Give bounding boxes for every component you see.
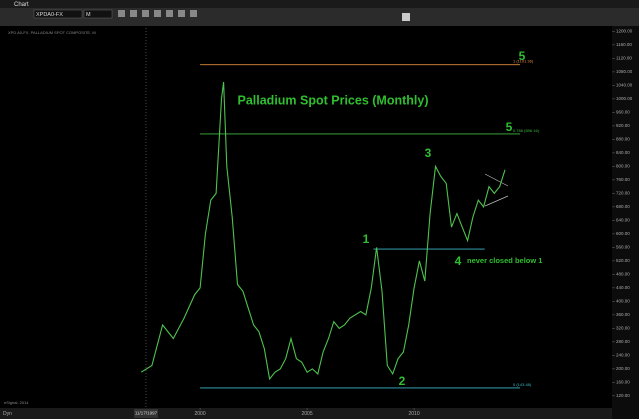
y-tick-label: 1040.00 (616, 83, 633, 88)
price-line (140, 81, 506, 381)
y-tick-label: 320.00 (616, 326, 630, 331)
y-tick-label: 840.00 (616, 150, 630, 155)
wave-label: 5 (519, 49, 526, 63)
y-tick-label: 1120.00 (616, 56, 632, 61)
chart-subtitle: XPD A0-FX, PALLADIUM SPOT COMPOSITE, M (8, 30, 96, 35)
window-title: Chart (14, 2, 29, 8)
symbol-input[interactable] (33, 9, 83, 19)
x-tick-label: 2005 (302, 411, 313, 417)
wave-label: 5 (506, 120, 513, 134)
y-tick-label: 560.00 (616, 245, 630, 250)
watermark: eSignal, 2014 (4, 400, 29, 405)
y-tick-label: 160.00 (616, 380, 630, 385)
wave-label: 3 (425, 146, 432, 160)
y-tick-label: 520.00 (616, 258, 630, 263)
y-tick-label: 440.00 (616, 285, 630, 290)
y-tick-label: 880.00 (616, 137, 630, 142)
y-tick-label: 400.00 (616, 299, 630, 304)
start-date: 11/17/1997 (135, 411, 158, 416)
annotation: never closed below 1 (467, 256, 542, 265)
y-tick-label: 720.00 (616, 191, 630, 196)
wave-label: 1 (363, 232, 370, 246)
y-tick-label: 200.00 (616, 366, 630, 371)
y-tick-label: 1080.00 (616, 69, 633, 74)
y-tick-label: 240.00 (616, 353, 630, 358)
y-tick-label: 280.00 (616, 339, 630, 344)
y-tick-label: 360.00 (616, 312, 630, 317)
wave-label: 4 (455, 254, 462, 268)
y-tick-label: 960.00 (616, 110, 630, 115)
toolbar-icons[interactable] (118, 10, 410, 21)
y-tick-label: 800.00 (616, 164, 630, 169)
y-tick-label: 1160.00 (616, 42, 632, 47)
price-axis-panel (612, 26, 639, 419)
time-axis-panel (0, 408, 612, 419)
title-bar (0, 0, 639, 8)
y-tick-label: 680.00 (616, 204, 630, 209)
y-tick-label: 1000.00 (616, 96, 633, 101)
y-tick-label: 480.00 (616, 272, 630, 277)
date-box (134, 409, 158, 418)
x-tick-label: 2010 (409, 411, 420, 417)
wave-label: 2 (399, 374, 406, 388)
symbol: XPDA0-FX (36, 12, 63, 18)
y-tick-label: 120.00 (616, 393, 630, 398)
plot-area (0, 26, 612, 408)
y-tick-label: 760.00 (616, 177, 630, 182)
interval: M (86, 12, 91, 18)
fib-level-label: 0.786 (896.16) (513, 128, 540, 133)
chart-title: Palladium Spot Prices (Monthly) (238, 93, 429, 107)
fib-level-label: 1 (1101.36) (513, 59, 534, 64)
y-tick-label: 1200.00 (616, 29, 633, 34)
y-tick-label: 640.00 (616, 218, 630, 223)
x-tick-label: 2000 (195, 411, 206, 417)
annotations: 5 5 3 1 4 never closed below 1 2 (363, 49, 543, 388)
y-tick-label: 920.00 (616, 123, 630, 128)
interval-input[interactable] (83, 9, 113, 19)
y-tick-label: 600.00 (616, 231, 630, 236)
corner-label: Dyn (3, 411, 12, 417)
fib-level-label: 0 (143.48) (513, 382, 532, 387)
triangle-pattern (484, 173, 509, 207)
